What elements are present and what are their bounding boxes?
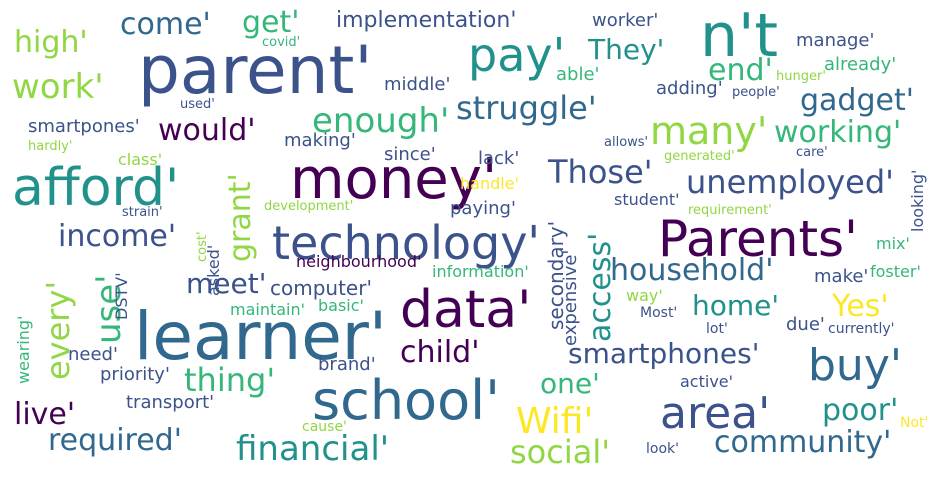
word-mix: mix' — [876, 234, 910, 253]
word-unemployed: unemployed' — [686, 163, 894, 201]
word-thing: thing' — [184, 361, 276, 399]
word-working: working' — [774, 115, 902, 150]
word-brand: brand' — [318, 354, 376, 375]
word-basic: basic' — [318, 296, 364, 315]
word-generated: generated' — [664, 149, 735, 164]
word-live: live' — [14, 397, 76, 432]
word-yes: Yes' — [832, 289, 889, 324]
word-struggle: struggle' — [456, 89, 597, 127]
word-technology: technology' — [272, 216, 541, 270]
word-gadget: gadget' — [800, 83, 914, 118]
word-allows: allows' — [604, 135, 649, 150]
word-neighbourhood: neighbourhood' — [296, 252, 422, 271]
word-parents: Parents' — [658, 210, 858, 268]
word-many: many' — [650, 109, 768, 153]
word-development: development' — [264, 199, 354, 214]
word-handle: handle' — [460, 174, 519, 193]
word-afford: afford' — [12, 158, 180, 218]
word-required: required' — [48, 423, 182, 458]
word-hunger: hunger' — [776, 69, 826, 84]
word-poor: poor' — [822, 393, 899, 428]
word-paying: paying' — [450, 198, 516, 219]
word-high: high' — [14, 25, 88, 60]
word-transport: transport' — [126, 392, 215, 413]
word-most: Most' — [640, 305, 678, 321]
word-care: care' — [796, 145, 828, 160]
word-people: people' — [732, 85, 780, 100]
word-wifi: Wifi' — [516, 401, 594, 442]
word-area: area' — [660, 388, 771, 439]
word-income: income' — [58, 219, 177, 254]
word-come: come' — [120, 7, 211, 42]
word-cause: cause' — [302, 419, 347, 435]
word-child: child' — [400, 335, 480, 370]
word-making: making' — [284, 130, 356, 151]
word-learner: learner' — [134, 298, 388, 375]
word-covid: covid' — [262, 35, 301, 50]
word-enough: enough' — [312, 101, 450, 141]
word-manage: manage' — [796, 30, 875, 51]
word-one: one' — [540, 367, 600, 400]
word-looking: looking' — [908, 169, 927, 232]
word-maintain: maintain' — [230, 300, 306, 319]
word-not: Not' — [900, 415, 929, 431]
word-smartpones: smartpones' — [28, 116, 140, 137]
word-school: school' — [312, 369, 500, 432]
word-those: Those' — [548, 153, 653, 191]
word-used: used' — [180, 97, 215, 112]
word-dstv: DSTV' — [112, 272, 131, 320]
word-buy: buy' — [808, 340, 902, 391]
word-strain: strain' — [122, 205, 163, 220]
word-middle: middle' — [384, 74, 451, 95]
word-grant: grant' — [223, 173, 258, 262]
word-community: community' — [714, 425, 892, 460]
word-home: home' — [692, 289, 780, 322]
word-smartphones: smartphones' — [568, 337, 760, 370]
word-get: get' — [242, 5, 300, 40]
word-due: due' — [786, 314, 825, 335]
word-priority: priority' — [100, 364, 170, 385]
word-student: student' — [614, 190, 680, 209]
word-foster: foster' — [870, 262, 921, 281]
word-implementation: implementation' — [336, 8, 517, 33]
word-household: household' — [610, 253, 774, 288]
word-information: information' — [432, 262, 529, 281]
word-meet: meet' — [186, 267, 267, 300]
word-class: class' — [118, 150, 163, 169]
word-they: They' — [588, 33, 665, 66]
word-lot: lot' — [706, 321, 728, 337]
word-active: active' — [680, 372, 734, 391]
word-wearing: wearing' — [14, 315, 33, 384]
word-currently: currently' — [828, 321, 895, 337]
word-work: work' — [12, 67, 104, 107]
word-look: look' — [646, 441, 679, 457]
word-every: every' — [39, 280, 77, 380]
word-adding: adding' — [656, 78, 723, 99]
word-data: data' — [400, 280, 532, 340]
word-parent: parent' — [138, 32, 373, 109]
word-social: social' — [510, 433, 611, 471]
word-already: already' — [824, 54, 897, 75]
word-financial: financial' — [236, 429, 390, 469]
word-pay: pay' — [468, 28, 566, 82]
word-computer: computer' — [270, 276, 372, 300]
word-money: money' — [290, 147, 498, 212]
word-end: end' — [708, 53, 773, 88]
word-able: able' — [556, 64, 600, 85]
word-nt: n't — [700, 1, 779, 71]
word-need: need' — [68, 344, 118, 365]
word-would: would' — [158, 113, 256, 148]
word-way: way' — [626, 286, 663, 305]
word-hardly: hardly' — [28, 139, 73, 154]
word-make: make' — [814, 266, 869, 287]
word-lack: lack' — [478, 148, 520, 169]
word-requirement: requirement' — [688, 203, 772, 218]
word-expensive: expensive' — [560, 249, 581, 346]
word-since: since' — [384, 144, 436, 165]
word-worker: worker' — [592, 10, 659, 31]
